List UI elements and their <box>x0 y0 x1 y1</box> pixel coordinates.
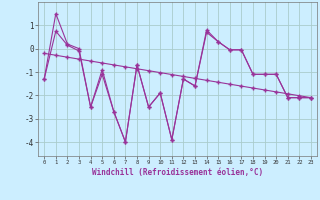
X-axis label: Windchill (Refroidissement éolien,°C): Windchill (Refroidissement éolien,°C) <box>92 168 263 177</box>
